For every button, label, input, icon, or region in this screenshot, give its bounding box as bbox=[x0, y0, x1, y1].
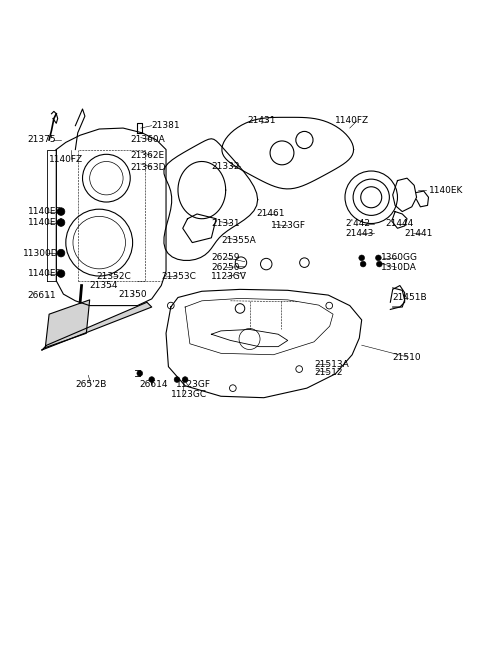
Circle shape bbox=[57, 208, 65, 215]
Text: 1123GC: 1123GC bbox=[171, 390, 207, 399]
Text: 21431: 21431 bbox=[247, 116, 276, 125]
Text: 1123GF: 1123GF bbox=[271, 221, 306, 231]
Text: 1140FZ: 1140FZ bbox=[49, 154, 83, 164]
Text: 1140ER: 1140ER bbox=[28, 207, 62, 216]
Text: 1360GG: 1360GG bbox=[381, 254, 418, 262]
Text: 1140EK: 1140EK bbox=[429, 186, 463, 194]
Text: 21512: 21512 bbox=[314, 368, 342, 377]
Circle shape bbox=[375, 255, 381, 261]
Circle shape bbox=[57, 249, 65, 257]
Text: 21331: 21331 bbox=[211, 219, 240, 228]
Text: 11300D: 11300D bbox=[23, 248, 59, 258]
Text: 26250: 26250 bbox=[211, 263, 240, 272]
Text: 21375: 21375 bbox=[28, 135, 56, 145]
Circle shape bbox=[376, 261, 382, 267]
Text: 21332: 21332 bbox=[211, 162, 240, 171]
Circle shape bbox=[360, 261, 366, 267]
Text: 1140FZ: 1140FZ bbox=[336, 116, 370, 125]
Circle shape bbox=[182, 376, 188, 382]
Text: 1123GV: 1123GV bbox=[211, 273, 247, 281]
Text: 1123GF: 1123GF bbox=[176, 380, 211, 390]
Text: 21362E: 21362E bbox=[130, 151, 164, 160]
Text: 265'2B: 265'2B bbox=[75, 380, 107, 390]
Text: 21354: 21354 bbox=[90, 281, 118, 290]
Text: 21513A: 21513A bbox=[314, 360, 348, 369]
Text: 21352C: 21352C bbox=[97, 271, 132, 281]
Text: 21444: 21444 bbox=[385, 219, 414, 228]
Text: 21360A: 21360A bbox=[130, 135, 165, 145]
Circle shape bbox=[57, 219, 65, 227]
Text: 21355A: 21355A bbox=[221, 236, 256, 244]
Text: 21441: 21441 bbox=[405, 229, 433, 238]
Polygon shape bbox=[42, 302, 152, 350]
Text: 1140E9: 1140E9 bbox=[28, 269, 62, 278]
Text: 2'442: 2'442 bbox=[345, 219, 370, 228]
Text: 21510: 21510 bbox=[393, 353, 421, 361]
Text: 21443: 21443 bbox=[345, 229, 373, 238]
Text: 21461: 21461 bbox=[257, 210, 285, 219]
Text: 26611: 26611 bbox=[28, 290, 56, 300]
Text: 21353C: 21353C bbox=[161, 271, 196, 281]
Text: 21363D: 21363D bbox=[130, 163, 166, 171]
Circle shape bbox=[57, 270, 65, 277]
Text: 26259: 26259 bbox=[211, 254, 240, 262]
Text: 21451B: 21451B bbox=[393, 293, 427, 302]
Circle shape bbox=[359, 255, 364, 261]
Text: 1140EV: 1140EV bbox=[28, 218, 62, 227]
Circle shape bbox=[137, 371, 143, 376]
Circle shape bbox=[174, 376, 180, 382]
Text: 1310DA: 1310DA bbox=[381, 263, 417, 272]
Polygon shape bbox=[45, 300, 90, 348]
Text: 21381: 21381 bbox=[152, 121, 180, 130]
Text: 26614: 26614 bbox=[140, 380, 168, 390]
Circle shape bbox=[149, 376, 155, 382]
Text: 21350: 21350 bbox=[118, 290, 147, 299]
